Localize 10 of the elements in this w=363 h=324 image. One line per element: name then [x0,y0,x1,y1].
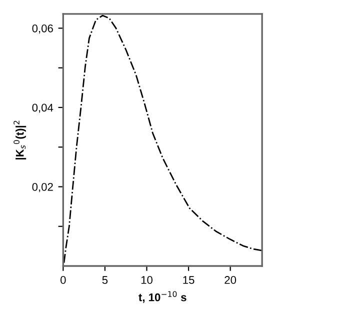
x-tick-label: 15 [183,276,194,284]
x-tick-label: 0 [60,276,66,284]
y-tick-label: 0,06 [32,24,53,34]
x-tick-label: 5 [102,276,108,284]
x-tick-label: 10 [141,276,152,284]
y-axis-title: |K$_{s}$$^{0}$(t)|$^{2}$ [14,120,26,160]
x-tick-label: 20 [224,276,236,284]
y-tick-label: 0,04 [32,104,54,113]
x-axis-title: t, 10$^{−10}$ s [138,291,186,303]
y-tick-label: 0,02 [32,183,53,192]
